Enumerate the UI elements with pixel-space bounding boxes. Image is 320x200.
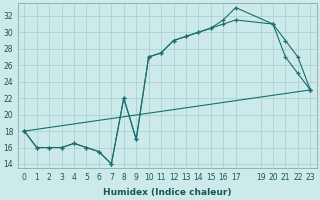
X-axis label: Humidex (Indice chaleur): Humidex (Indice chaleur)	[103, 188, 232, 197]
